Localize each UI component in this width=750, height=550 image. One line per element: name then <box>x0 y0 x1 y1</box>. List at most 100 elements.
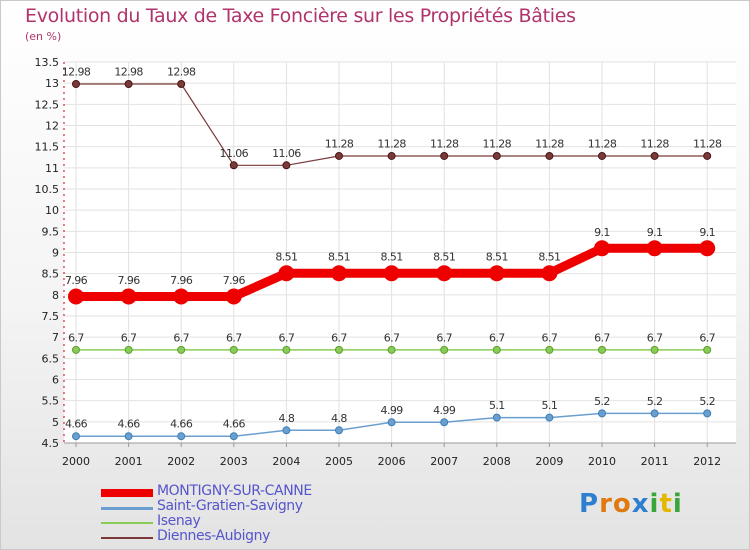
x-tick-label: 2009 <box>535 455 563 468</box>
data-label-saint-gratien-savigny: 4.66 <box>223 418 246 431</box>
data-label-isenay: 6.7 <box>436 331 452 344</box>
data-label-diennes-aubigny: 11.28 <box>325 137 354 150</box>
data-label-isenay: 6.7 <box>173 331 189 344</box>
legend-item: Saint-Gratien-Savigny <box>101 498 401 515</box>
legend-item: Isenay <box>101 513 401 530</box>
data-label-saint-gratien-savigny: 4.66 <box>65 418 88 431</box>
data-point-saint-gratien-savigny <box>703 409 712 418</box>
logo-letter: t <box>659 489 673 519</box>
data-point-saint-gratien-savigny <box>229 432 238 441</box>
chart-subtitle: (en %) <box>25 30 62 43</box>
line-chart: 4.5 5 5.5 6 6.5 7 7.5 8 8.5 9 9.5 10 10.5 11 11.5 12 12.… <box>35 56 736 468</box>
x-tick-label: 2011 <box>641 455 669 468</box>
y-tick-label: 9.5 <box>42 225 60 238</box>
data-label-isenay: 6.7 <box>121 331 137 344</box>
data-point-diennes-aubigny <box>387 151 396 160</box>
x-tick-label: 2000 <box>62 455 90 468</box>
legend-item: MONTIGNY-SUR-CANNE <box>101 483 401 500</box>
legend-item: Diennes-Aubigny <box>101 528 401 545</box>
data-point-isenay <box>492 345 501 354</box>
data-label-saint-gratien-savigny: 4.8 <box>279 412 295 425</box>
y-tick-label: 6.5 <box>42 352 60 365</box>
data-point-isenay <box>229 345 238 354</box>
y-tick-label: 12.5 <box>35 98 60 111</box>
data-point-montigny-sur-canne <box>173 288 190 305</box>
data-point-saint-gratien-savigny <box>650 409 659 418</box>
chart-legend: MONTIGNY-SUR-CANNE Saint-Gratien-Savigny I… <box>101 483 401 545</box>
data-label-saint-gratien-savigny: 5.1 <box>489 399 505 412</box>
data-point-montigny-sur-canne <box>488 265 505 282</box>
data-point-montigny-sur-canne <box>383 265 400 282</box>
legend-swatch <box>101 522 153 524</box>
data-label-isenay: 6.7 <box>68 331 84 344</box>
data-label-saint-gratien-savigny: 4.99 <box>381 404 404 417</box>
y-tick-label: 8 <box>52 289 59 302</box>
data-point-isenay <box>440 345 449 354</box>
y-tick-label: 10.5 <box>35 183 60 196</box>
y-tick-label: 5.5 <box>42 395 60 408</box>
data-point-isenay <box>177 345 186 354</box>
legend-label: MONTIGNY-SUR-CANNE <box>157 483 312 499</box>
y-tick-label: 4.5 <box>42 437 60 450</box>
data-label-isenay: 6.7 <box>331 331 347 344</box>
y-tick-label: 9 <box>52 247 59 260</box>
data-point-diennes-aubigny <box>124 80 133 89</box>
logo-letter: i <box>649 489 660 519</box>
data-label-diennes-aubigny: 11.06 <box>272 147 301 160</box>
data-label-isenay: 6.7 <box>542 331 558 344</box>
data-point-isenay <box>598 345 606 354</box>
data-point-montigny-sur-canne <box>594 240 610 257</box>
data-point-montigny-sur-canne <box>699 240 716 257</box>
legend-swatch <box>101 506 153 510</box>
data-point-isenay <box>335 345 343 354</box>
data-point-isenay <box>282 345 291 354</box>
data-label-isenay: 6.7 <box>279 331 295 344</box>
data-label-saint-gratien-savigny: 5.2 <box>647 395 663 408</box>
data-label-montigny-sur-canne: 8.51 <box>486 251 508 264</box>
data-point-saint-gratien-savigny <box>545 413 554 422</box>
legend-label: Diennes-Aubigny <box>157 528 270 544</box>
data-label-saint-gratien-savigny: 5.2 <box>699 395 715 408</box>
legend-label: Isenay <box>157 513 201 529</box>
data-point-diennes-aubigny <box>229 161 238 170</box>
data-label-diennes-aubigny: 11.28 <box>483 137 512 150</box>
y-tick-label: 5 <box>52 416 59 429</box>
data-point-saint-gratien-savigny <box>492 413 501 422</box>
x-tick-label: 2007 <box>430 455 458 468</box>
chart-title: Evolution du Taux de Taxe Foncière sur l… <box>25 5 576 27</box>
logo-letter: P <box>579 489 600 519</box>
data-point-montigny-sur-canne <box>436 265 453 282</box>
data-point-saint-gratien-savigny <box>177 432 186 441</box>
data-point-isenay <box>124 345 133 354</box>
x-tick-label: 2008 <box>483 455 511 468</box>
y-tick-label: 11 <box>45 162 59 175</box>
data-label-diennes-aubigny: 12.98 <box>62 66 91 79</box>
data-label-montigny-sur-canne: 7.96 <box>118 274 141 287</box>
proxiti-logo: Proxiti <box>579 489 683 519</box>
y-tick-label: 13.5 <box>35 56 60 69</box>
data-label-montigny-sur-canne: 8.51 <box>328 251 350 264</box>
data-label-montigny-sur-canne: 7.96 <box>65 274 88 287</box>
y-tick-label: 7.5 <box>42 310 60 323</box>
data-label-diennes-aubigny: 12.98 <box>114 66 143 79</box>
data-point-diennes-aubigny <box>703 151 712 160</box>
data-label-saint-gratien-savigny: 4.99 <box>433 404 456 417</box>
data-label-isenay: 6.7 <box>699 331 715 344</box>
data-point-diennes-aubigny <box>492 151 501 160</box>
data-point-montigny-sur-canne <box>68 288 84 305</box>
data-label-saint-gratien-savigny: 4.8 <box>331 412 347 425</box>
y-tick-label: 13 <box>45 77 59 90</box>
y-tick-label: 12 <box>45 120 59 133</box>
legend-swatch <box>101 537 153 539</box>
data-point-montigny-sur-canne <box>278 265 295 282</box>
data-point-diennes-aubigny <box>335 151 343 160</box>
data-label-diennes-aubigny: 11.28 <box>640 137 669 150</box>
data-label-diennes-aubigny: 11.28 <box>535 137 564 150</box>
legend-label: Saint-Gratien-Savigny <box>157 498 303 514</box>
logo-letter: x <box>631 489 650 519</box>
data-label-diennes-aubigny: 11.28 <box>377 137 406 150</box>
data-label-montigny-sur-canne: 8.51 <box>538 251 560 264</box>
y-tick-label: 10 <box>45 204 59 217</box>
data-point-saint-gratien-savigny <box>124 432 133 441</box>
data-point-isenay <box>650 345 659 354</box>
